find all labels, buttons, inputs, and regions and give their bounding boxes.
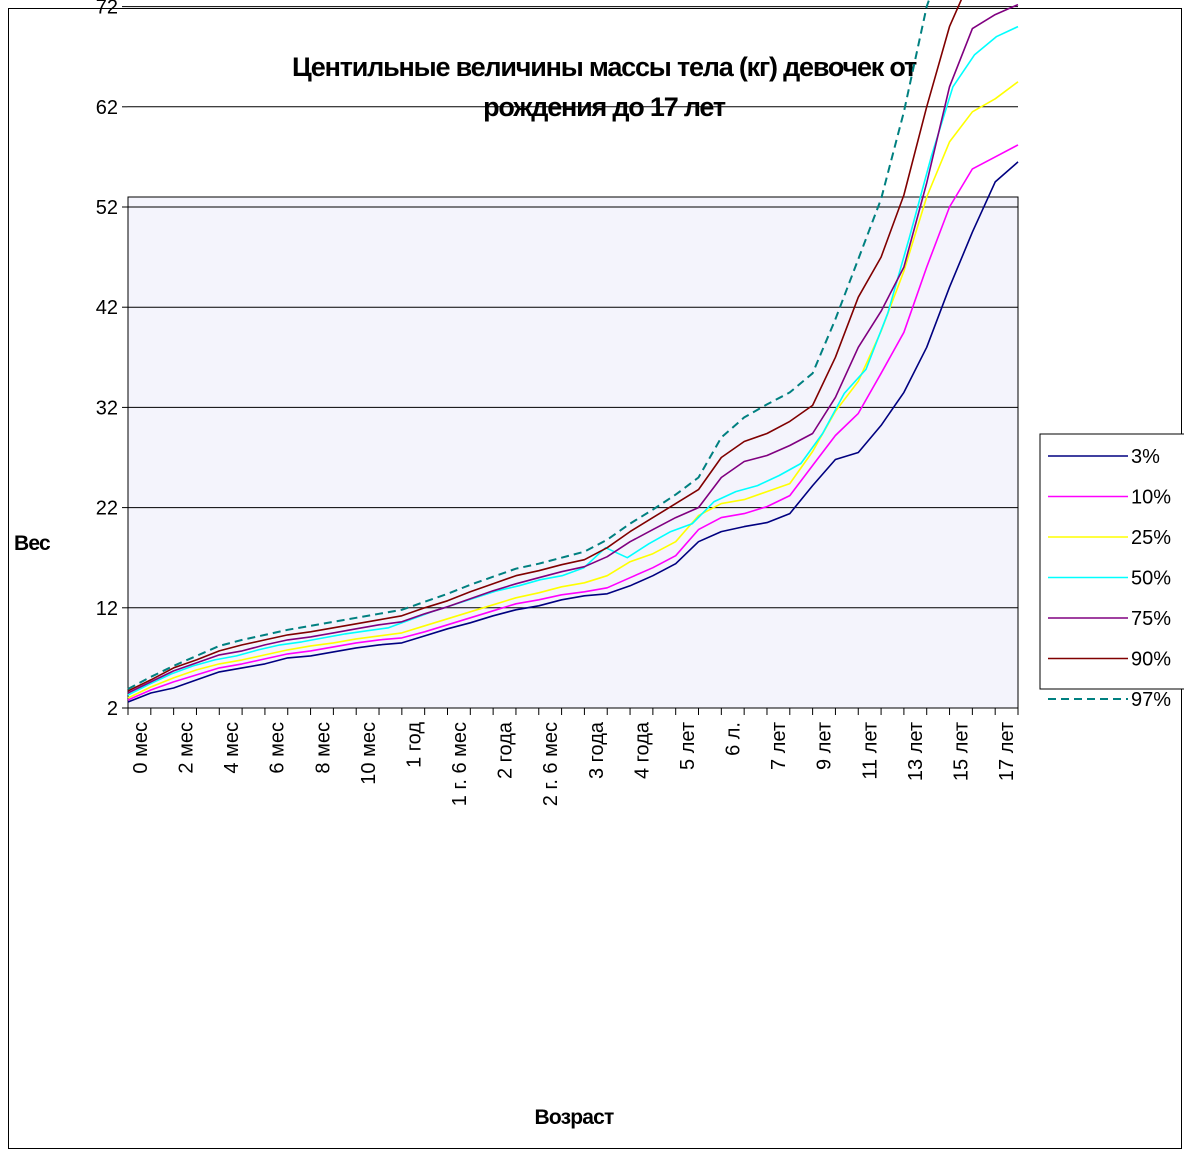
legend-label: 50% xyxy=(1131,568,1171,590)
series-line-97pct xyxy=(127,0,931,690)
legend-label: 90% xyxy=(1131,649,1171,671)
x-tick-label: 15 лет xyxy=(950,722,972,781)
y-axis-title: Вес xyxy=(14,532,51,555)
x-tick-label: 6 мес xyxy=(267,722,289,774)
series-line-3pct xyxy=(127,161,1019,703)
x-tick-label: 9 лет xyxy=(814,722,836,770)
y-tick-label: 22 xyxy=(96,498,118,520)
legend-label: 97% xyxy=(1131,689,1171,711)
legend-box xyxy=(1039,433,1184,690)
x-tick-label: 2 г. 6 мес xyxy=(540,722,562,806)
x-tick-label: 13 лет xyxy=(905,722,927,781)
x-tick-label: 2 мес xyxy=(176,722,198,774)
x-tick-label: 0 мес xyxy=(130,722,152,774)
x-tick-label: 4 года xyxy=(631,721,653,779)
x-tick-label: 17 лет xyxy=(996,722,1018,781)
series-line-50pct xyxy=(127,25,1019,696)
x-tick-label: 7 лет xyxy=(768,722,790,770)
series-lines xyxy=(127,0,1019,703)
series-line-90pct xyxy=(127,0,963,692)
y-tick-label: 52 xyxy=(96,197,118,219)
x-tick-label: 4 мес xyxy=(221,722,243,774)
x-tick-label: 6 л. xyxy=(723,722,745,756)
x-tick-label: 11 лет xyxy=(859,722,881,780)
legend: 3% 10% 25% 50% 75% 90% 97% xyxy=(1039,433,1184,711)
legend-label: 25% xyxy=(1131,527,1171,549)
y-tick-label: 72 xyxy=(96,0,118,19)
legend-label: 3% xyxy=(1131,446,1160,468)
x-tick-label: 1 год xyxy=(403,722,425,768)
x-tick-label: 3 года xyxy=(586,721,608,779)
x-tick-label: 5 лет xyxy=(677,722,699,770)
legend-label: 75% xyxy=(1131,608,1171,630)
series-line-75pct xyxy=(127,3,1019,694)
x-axis-title: Возраст xyxy=(534,1106,614,1129)
y-tick-label: 12 xyxy=(96,598,118,620)
y-axis-ticks: 2 12 22 32 42 52 62 72 xyxy=(96,0,128,720)
x-axis-ticks: 0 мес 2 мес 4 мес 6 мес 8 мес 10 мес 1 год 1 г.… xyxy=(127,708,1019,806)
chart-title-line1: Центильные величины массы тела (кг) дево… xyxy=(292,52,917,82)
gridlines xyxy=(128,6,1018,609)
series-line-25pct xyxy=(127,81,1019,699)
y-tick-label: 32 xyxy=(96,397,118,419)
x-tick-label: 10 мес xyxy=(358,722,380,785)
x-tick-label: 1 г. 6 мес xyxy=(449,722,471,806)
y-tick-label: 42 xyxy=(96,297,118,319)
plot-area xyxy=(127,196,1019,709)
series-line-10pct xyxy=(127,144,1019,701)
y-tick-label: 2 xyxy=(107,698,118,720)
legend-label: 10% xyxy=(1131,487,1171,509)
x-tick-label: 8 мес xyxy=(312,722,334,774)
y-tick-label: 62 xyxy=(96,97,118,119)
x-tick-label: 2 года xyxy=(495,721,517,779)
